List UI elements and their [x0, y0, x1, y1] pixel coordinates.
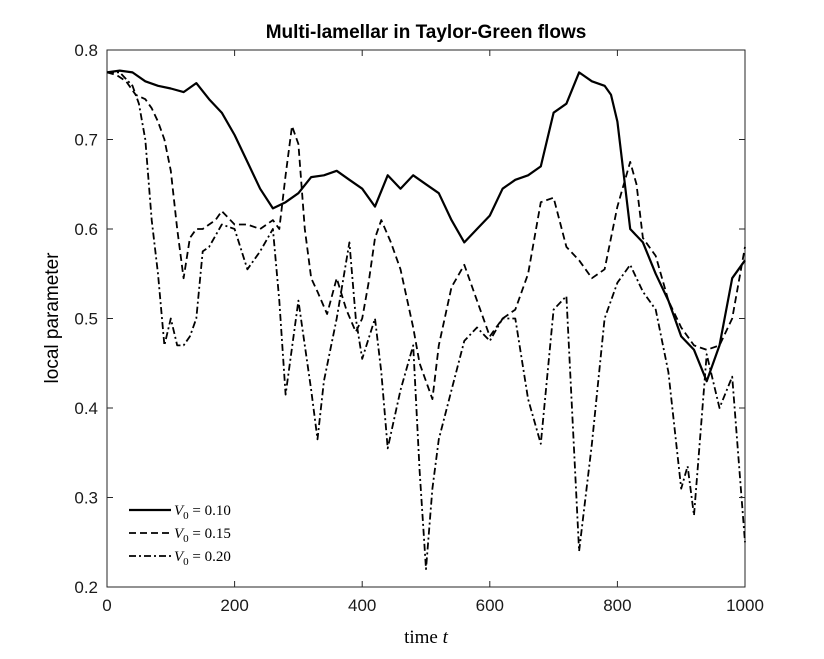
series-line-2 [106, 71, 746, 401]
x-tick-label: 1000 [726, 596, 764, 615]
y-tick-label: 0.8 [74, 41, 98, 60]
legend-label-1: V0 = 0.10 [174, 503, 231, 522]
y-tick-label: 0.3 [74, 489, 98, 508]
series-layer [106, 69, 746, 570]
x-tick-label: 600 [476, 596, 504, 615]
chart-title: Multi-lamellar in Taylor-Green flows [266, 22, 587, 43]
x-tick-label: 800 [603, 596, 631, 615]
x-axis-label-text: time [404, 627, 443, 648]
y-tick-label: 0.6 [74, 220, 98, 239]
y-tick-label: 0.2 [74, 578, 98, 597]
y-axis-label: local parameter [42, 252, 63, 384]
legend-label-3: V0 = 0.20 [174, 549, 231, 568]
axis-ticks: 0 200 400 600 800 1000 0.2 0.3 0.4 0.5 0.6 0.7 0.8 [74, 41, 764, 615]
y-tick-label: 0.5 [74, 310, 98, 329]
plot-area [106, 49, 746, 588]
x-axis-label-variable: t [443, 627, 449, 648]
x-tick-label: 200 [220, 596, 248, 615]
y-tick-label: 0.4 [74, 399, 98, 418]
legend-label-2: V0 = 0.15 [174, 526, 231, 545]
legend: V0 = 0.10 V0 = 0.15 V0 = 0.20 [129, 503, 231, 568]
x-tick-label: 400 [348, 596, 376, 615]
x-tick-label: 0 [102, 596, 111, 615]
series-line-3 [107, 71, 746, 570]
y-tick-label: 0.7 [74, 131, 98, 150]
x-axis-label: time t [404, 627, 449, 648]
series-line-1 [106, 69, 746, 383]
